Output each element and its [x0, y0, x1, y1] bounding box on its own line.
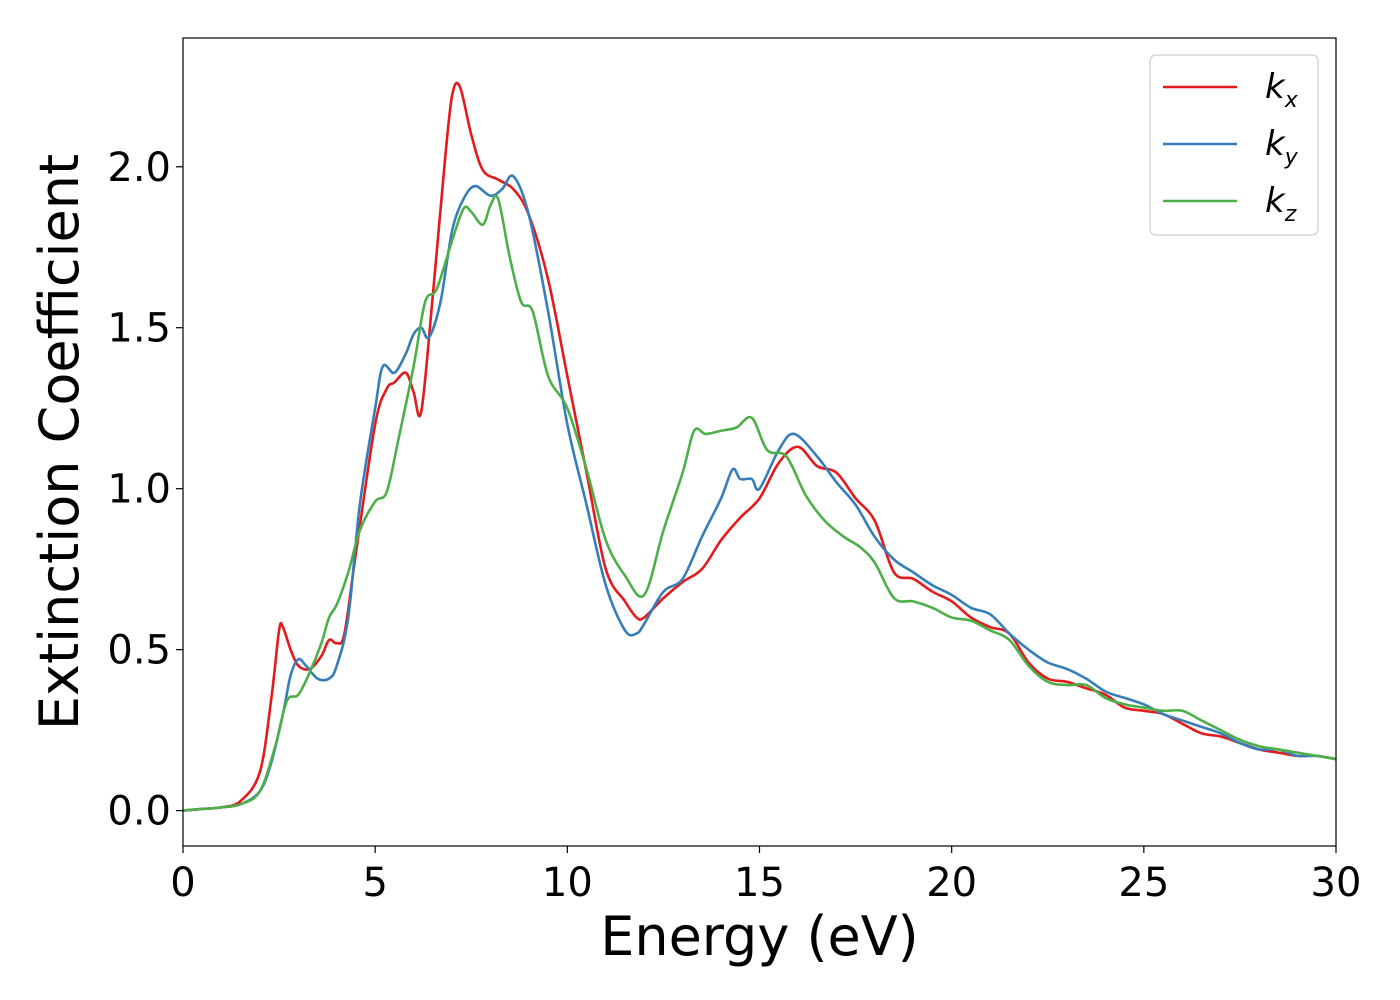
y-tick-label: 0.0: [107, 789, 171, 835]
x-axis: 0 5 10 15 20 25 30: [170, 846, 1361, 906]
y-tick-label: 0.5: [107, 628, 171, 674]
x-tick-label: 20: [926, 860, 977, 906]
series-layer: [182, 81, 1337, 812]
x-tick-label: 0: [170, 860, 195, 906]
series-line-kz: [182, 194, 1337, 812]
x-axis-title: Energy (eV): [600, 905, 919, 968]
x-tick-label: 30: [1311, 860, 1362, 906]
y-axis: 0.0 0.5 1.0 1.5 2.0: [107, 145, 183, 835]
legend-label-kx: kx: [1265, 67, 1299, 113]
x-tick-label: 10: [542, 860, 593, 906]
x-tick-label: 5: [362, 860, 387, 906]
series-line-ky: [182, 174, 1337, 812]
y-tick-label: 2.0: [107, 145, 171, 191]
y-tick-label: 1.5: [107, 306, 171, 352]
x-tick-label: 25: [1118, 860, 1169, 906]
x-tick-label: 15: [734, 860, 785, 906]
y-tick-label: 1.0: [107, 467, 171, 513]
y-axis-title: Extinction Coefficient: [28, 154, 91, 730]
